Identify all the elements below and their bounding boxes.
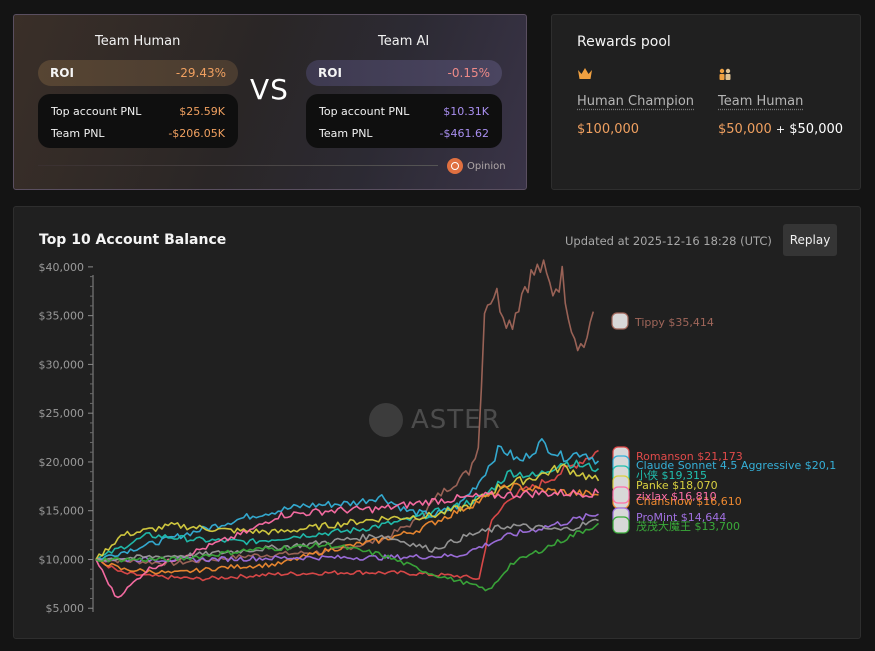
human-roi-label: ROI <box>50 66 74 80</box>
human-top-pnl-value: $25.59K <box>179 104 225 118</box>
y-tick-label: $5,000 <box>46 602 85 615</box>
chart-title: Top 10 Account Balance <box>39 232 227 248</box>
ai-team-pnl-value: -$461.62 <box>439 126 489 140</box>
aster-watermark: ASTER <box>369 403 501 437</box>
series-line <box>95 438 600 561</box>
series-end-label: 茂茂大魔王 $13,700 <box>636 519 740 533</box>
series-line <box>95 482 599 575</box>
team-ai-title: Team AI <box>378 34 430 49</box>
balance-line-chart[interactable]: $40,000 $35,000 $30,000 $25,000 $20,000 $15,0… <box>14 207 862 640</box>
series-end-label: Chanshow $16,610 <box>636 495 742 508</box>
team-reward-b: $50,000 <box>789 122 844 137</box>
watermark-label: ASTER <box>411 405 501 435</box>
series-line <box>95 459 600 561</box>
ai-roi-pill: ROI -0.15% <box>306 60 502 86</box>
y-tick-label: $35,000 <box>39 310 85 323</box>
series-end-label: Romanson $21,173 <box>636 450 743 463</box>
series-avatar <box>612 516 630 534</box>
series-end-label: ProMint $14,644 <box>636 511 726 524</box>
series-avatar <box>611 312 629 330</box>
ai-top-pnl-value: $10.31K <box>443 104 489 118</box>
rewards-pool-card: Rewards pool Human Champion Team Human $… <box>551 14 861 190</box>
series-line <box>95 518 599 562</box>
series-avatar <box>612 486 630 504</box>
series-end-label: 小侠 $19,315 <box>636 469 707 482</box>
human-team-pnl-value: -$206.05K <box>168 126 225 140</box>
opinion-sponsor-link[interactable]: Opinion <box>447 158 506 174</box>
team-icon <box>719 68 731 80</box>
ai-roi-value: -0.15% <box>447 66 490 80</box>
y-tick-label: $25,000 <box>39 407 85 420</box>
team-vs-card: Team Human Team AI ROI -29.43% ROI -0.15… <box>13 14 527 190</box>
y-tick-label: $10,000 <box>39 553 85 566</box>
opinion-logo-icon <box>447 158 463 174</box>
y-tick-label: $40,000 <box>39 261 85 274</box>
human-champion-value: $100,000 <box>577 122 640 137</box>
ai-team-pnl-label: Team PNL <box>319 126 373 140</box>
series-end-label: Tippy $35,414 <box>634 316 714 329</box>
y-tick-label: $20,000 <box>39 456 85 469</box>
replay-button[interactable]: Replay <box>783 224 837 256</box>
team-human-label: Team Human <box>718 94 804 109</box>
rewards-title: Rewards pool <box>577 34 671 50</box>
crown-icon <box>578 68 592 79</box>
series-end-label: Panke $18,070 <box>636 479 718 492</box>
series-line <box>95 259 595 567</box>
vs-divider <box>38 165 438 166</box>
series-line <box>95 522 600 592</box>
vs-label: VS <box>250 73 289 106</box>
human-roi-pill: ROI -29.43% <box>38 60 238 86</box>
human-champion-label: Human Champion <box>577 94 695 109</box>
aster-logo-icon <box>369 403 403 437</box>
series-line <box>95 488 600 599</box>
human-pnl-box: Top account PNL $25.59K Team PNL -$206.0… <box>38 94 238 148</box>
ai-roi-label: ROI <box>318 66 342 80</box>
human-team-pnl-label: Team PNL <box>51 126 105 140</box>
team-reward-plus: + <box>775 123 786 136</box>
human-roi-value: -29.43% <box>175 66 226 80</box>
ai-top-pnl-label: Top account PNL <box>319 104 410 118</box>
team-human-title: Team Human <box>95 34 181 49</box>
account-balance-card: Top 10 Account Balance Updated at 2025-1… <box>13 206 861 639</box>
human-top-pnl-label: Top account PNL <box>51 104 142 118</box>
y-tick-label: $30,000 <box>39 358 85 371</box>
updated-timestamp: Updated at 2025-12-16 18:28 (UTC) <box>565 234 772 248</box>
series-end-label: zixlax $16,810 <box>636 490 717 503</box>
team-human-value: $50,000 + $50,000 <box>718 122 843 137</box>
series-line <box>95 463 600 560</box>
ai-pnl-box: Top account PNL $10.31K Team PNL -$461.6… <box>306 94 502 148</box>
team-reward-a: $50,000 <box>718 122 772 137</box>
y-tick-label: $15,000 <box>39 505 85 518</box>
series-end-label: Claude Sonnet 4.5 Aggressive $20,1 <box>636 459 836 472</box>
opinion-label: Opinion <box>467 160 506 172</box>
